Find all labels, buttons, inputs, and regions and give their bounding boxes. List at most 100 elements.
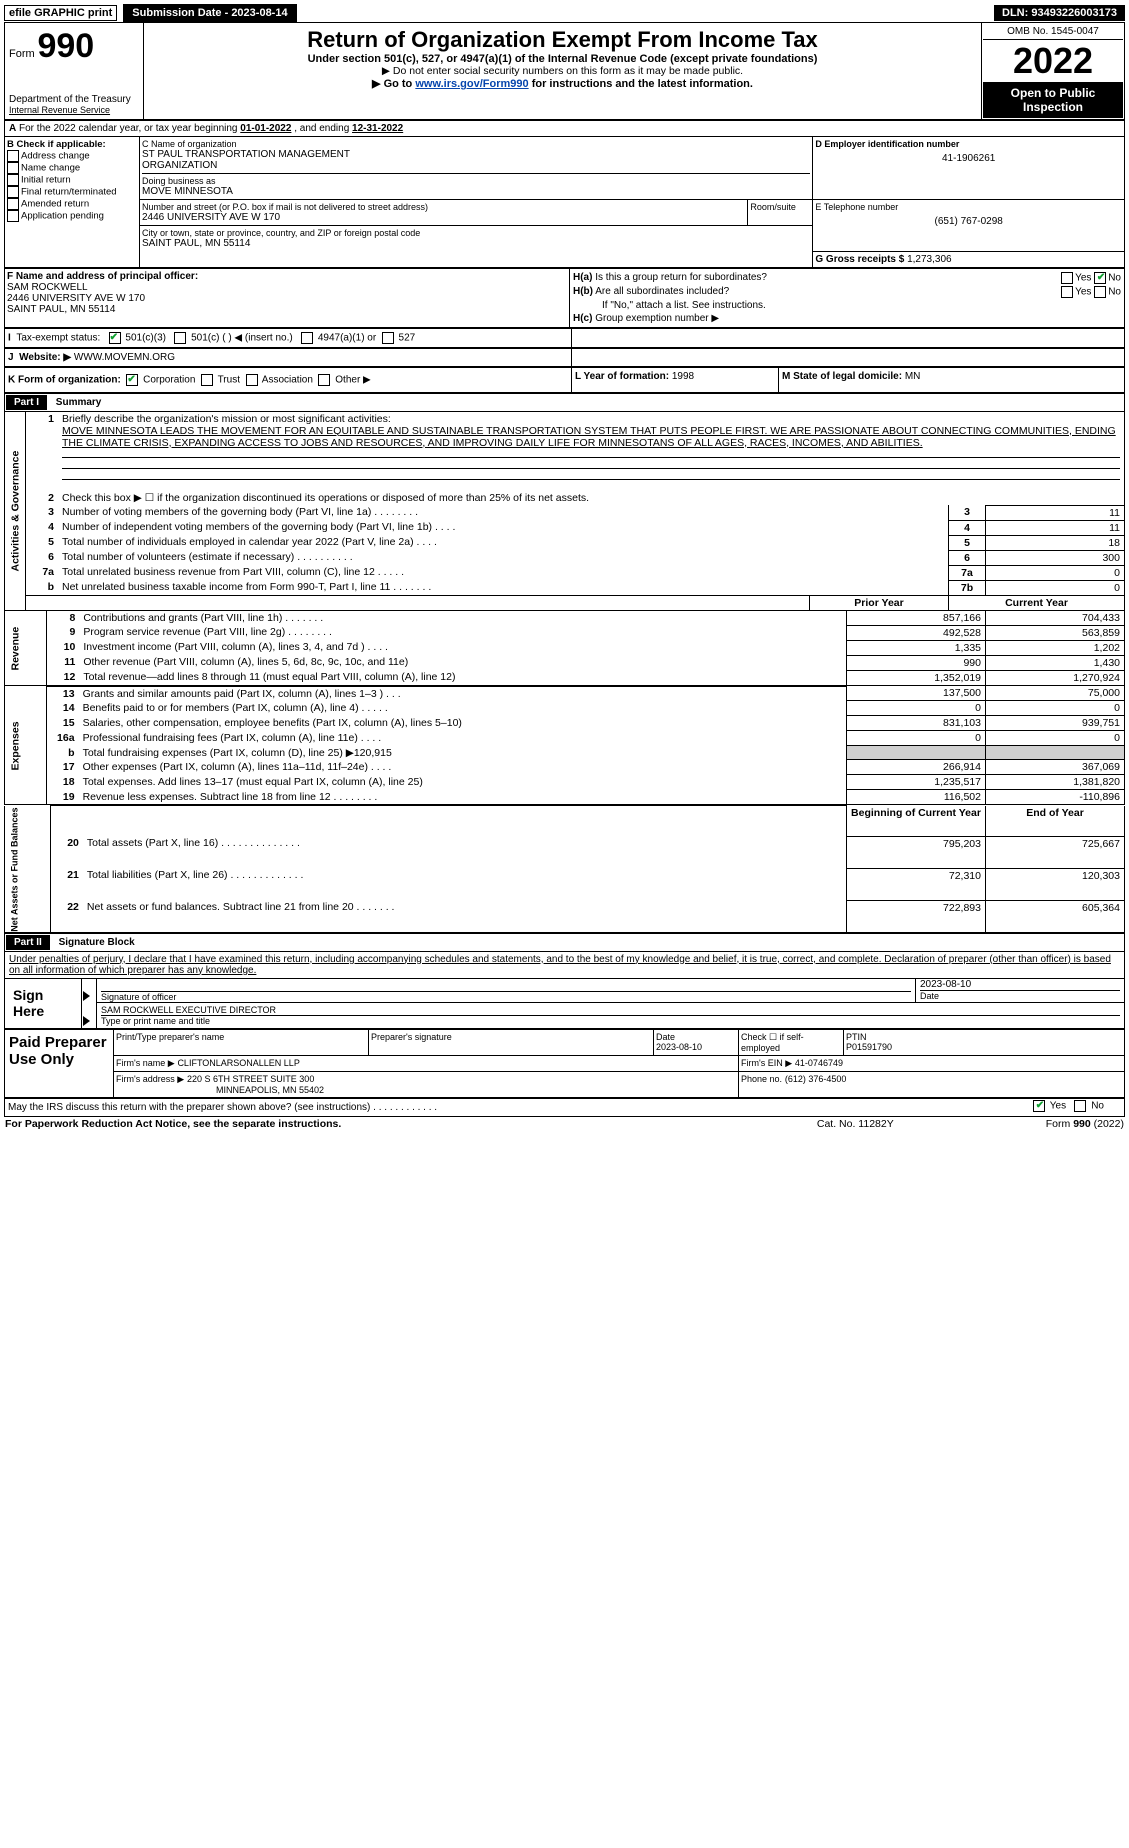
ln: 16a	[57, 732, 75, 744]
lv: 1,381,820	[986, 775, 1125, 790]
cat-no: Cat. No. 11282Y	[766, 1117, 944, 1131]
table-row: 3Number of voting members of the governi…	[5, 505, 1125, 520]
boy-head: Beginning of Current Year	[847, 806, 986, 837]
ln: 10	[64, 641, 76, 653]
top-bar: efile GRAPHIC print Submission Date - 20…	[4, 4, 1125, 22]
part2-title: Signature Block	[53, 937, 135, 948]
association-checkbox[interactable]	[246, 374, 258, 386]
prep-name-label: Print/Type preparer's name	[116, 1032, 366, 1042]
ln: b	[48, 581, 54, 593]
discuss-yes-checkbox[interactable]	[1033, 1100, 1045, 1112]
final-return-checkbox[interactable]	[7, 186, 19, 198]
firm-ein-value: 41-0746749	[795, 1058, 843, 1068]
ln: 13	[63, 688, 75, 700]
officer-name: SAM ROCKWELL	[7, 282, 567, 293]
lv: 11	[986, 520, 1125, 535]
lt: Benefits paid to or for members (Part IX…	[83, 702, 359, 714]
ha-yes-checkbox[interactable]	[1061, 272, 1073, 284]
lv: 367,069	[986, 760, 1125, 775]
hb-yes-checkbox[interactable]	[1061, 286, 1073, 298]
lv: 704,433	[986, 611, 1125, 626]
eoy-head: End of Year	[986, 806, 1125, 837]
i-label: Tax-exempt status:	[16, 332, 100, 343]
telephone-value: (651) 767-0298	[815, 212, 1122, 231]
501c3-checkbox[interactable]	[109, 332, 121, 344]
ln: 22	[67, 901, 79, 913]
mission-text: MOVE MINNESOTA LEADS THE MOVEMENT FOR AN…	[62, 425, 1116, 449]
py-head: Prior Year	[810, 595, 949, 610]
ptin-label: PTIN	[846, 1032, 1122, 1042]
corporation-checkbox[interactable]	[126, 374, 138, 386]
name-change-checkbox[interactable]	[7, 162, 19, 174]
4947-checkbox[interactable]	[301, 332, 313, 344]
sub3-post: for instructions and the latest informat…	[529, 78, 753, 90]
ein-value: 41-1906261	[815, 149, 1122, 168]
lv: 0	[986, 701, 1125, 716]
lv: 795,203	[847, 836, 986, 868]
lv: 0	[986, 565, 1125, 580]
k-o3: Association	[262, 374, 313, 385]
trust-checkbox[interactable]	[201, 374, 213, 386]
firm-name-label: Firm's name ▶	[116, 1058, 175, 1068]
other-checkbox[interactable]	[318, 374, 330, 386]
i-o1: 501(c)(3)	[125, 332, 166, 343]
line2-text: Check this box ▶ ☐ if the organization d…	[58, 491, 1125, 506]
firm-phone-value: (612) 376-4500	[785, 1074, 847, 1084]
lv: 72,310	[847, 868, 986, 900]
k-o1: Corporation	[143, 374, 195, 385]
firm-addr2: MINNEAPOLIS, MN 55402	[116, 1085, 736, 1095]
penalty-declaration: Under penalties of perjury, I declare th…	[4, 952, 1125, 979]
ln: 18	[63, 776, 75, 788]
d-label: D Employer identification number	[815, 139, 1122, 149]
lv: 11	[986, 505, 1125, 520]
irs-link[interactable]: www.irs.gov/Form990	[415, 78, 528, 90]
table-row: bNet unrelated business taxable income f…	[5, 580, 1125, 595]
application-pending-checkbox[interactable]	[7, 210, 19, 222]
city-label: City or town, state or province, country…	[142, 228, 810, 238]
arrow-icon	[83, 1016, 90, 1026]
ln: 19	[63, 791, 75, 803]
discuss-no-checkbox[interactable]	[1074, 1100, 1086, 1112]
lt: Investment income (Part VIII, column (A)…	[83, 641, 364, 653]
ha-no-checkbox[interactable]	[1094, 272, 1106, 284]
table-row: 11Other revenue (Part VIII, column (A), …	[5, 655, 1125, 670]
c-label: C Name of organization	[142, 139, 810, 149]
sign-here-label: Sign Here	[5, 979, 82, 1029]
form-footer: Form 990 (2022)	[944, 1117, 1125, 1131]
lv: 0	[986, 731, 1125, 746]
lt: Contributions and grants (Part VIII, lin…	[83, 612, 282, 624]
line-a-label: A	[9, 123, 16, 134]
org-name-1: ST PAUL TRANSPORTATION MANAGEMENT	[142, 149, 810, 160]
prep-date-label: Date	[656, 1032, 736, 1042]
m-label: M State of legal domicile:	[782, 371, 902, 382]
b-opt-2: Initial return	[21, 175, 71, 186]
gross-receipts-value: 1,273,306	[907, 254, 952, 265]
org-name-2: ORGANIZATION	[142, 160, 810, 171]
room-label: Room/suite	[750, 202, 810, 212]
lt: Program service revenue (Part VIII, line…	[83, 626, 285, 638]
address-change-checkbox[interactable]	[7, 150, 19, 162]
firm-name-value: CLIFTONLARSONALLEN LLP	[177, 1058, 299, 1068]
lv: 120,303	[986, 868, 1125, 900]
initial-return-checkbox[interactable]	[7, 174, 19, 186]
open-to-public: Open to Public Inspection	[983, 82, 1123, 118]
part2-label: Part II	[6, 935, 50, 950]
lt: Total fundraising expenses (Part IX, col…	[79, 746, 847, 760]
lv: 831,103	[847, 716, 986, 731]
lv: 137,500	[847, 686, 986, 701]
527-checkbox[interactable]	[382, 332, 394, 344]
form-number: 990	[37, 27, 94, 65]
street-value: 2446 UNIVERSITY AVE W 170	[142, 212, 745, 223]
ha-text: Is this a group return for subordinates?	[595, 272, 767, 283]
tax-year: 2022	[983, 40, 1123, 82]
table-row: 22Net assets or fund balances. Subtract …	[5, 900, 1125, 932]
side-label-governance: Activities & Governance	[5, 412, 26, 611]
b-opt-5: Application pending	[21, 211, 104, 222]
submission-date-button[interactable]: Submission Date - 2023-08-14	[123, 4, 296, 22]
dept-treasury: Department of the Treasury	[9, 94, 139, 105]
table-row: 14Benefits paid to or for members (Part …	[5, 701, 1125, 716]
ln: 11	[64, 656, 75, 668]
hb-no-checkbox[interactable]	[1094, 286, 1106, 298]
501c-checkbox[interactable]	[174, 332, 186, 344]
amended-return-checkbox[interactable]	[7, 198, 19, 210]
